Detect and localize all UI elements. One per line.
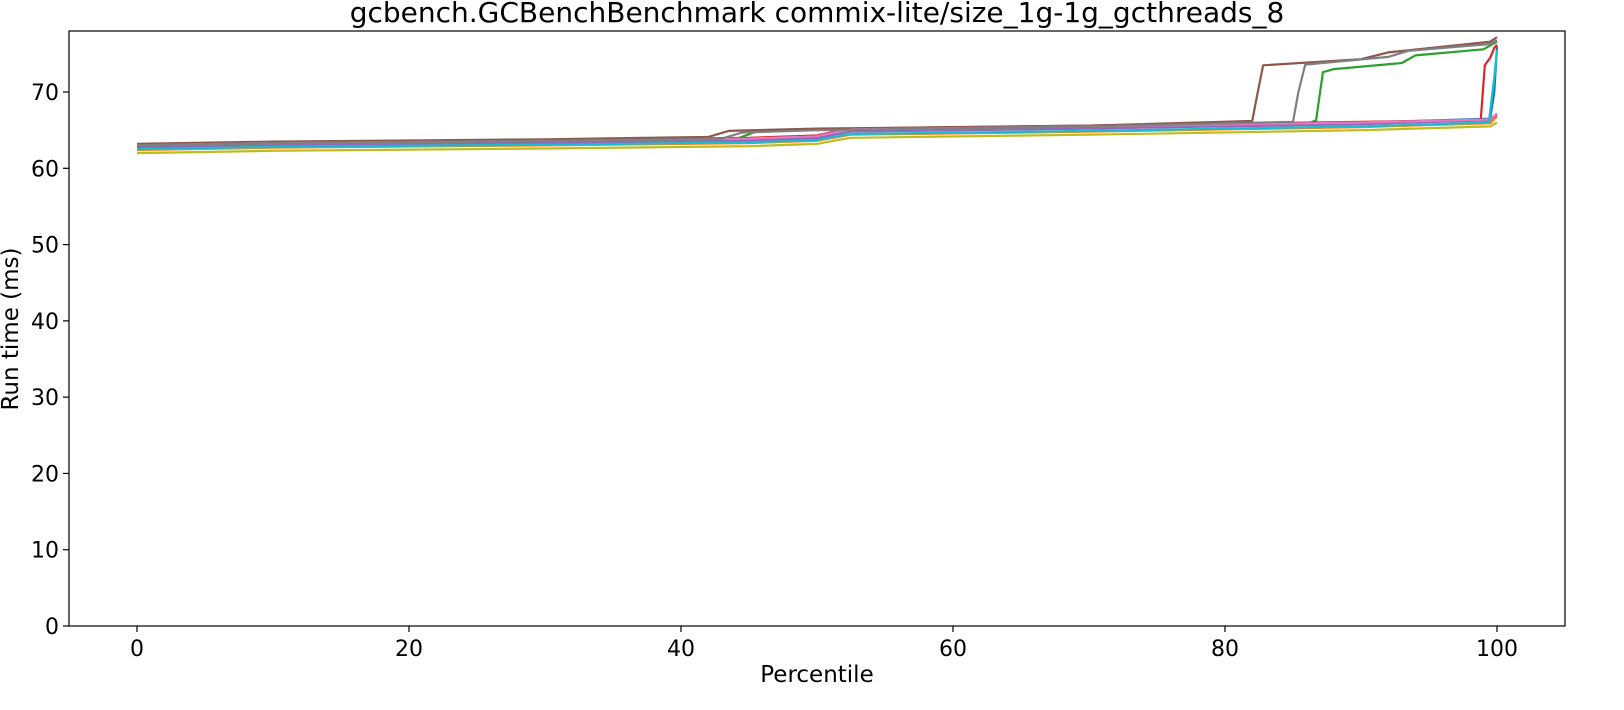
y-tick-label: 20 — [31, 462, 59, 487]
y-tick-label: 70 — [31, 81, 59, 106]
y-tick-label: 50 — [31, 234, 59, 259]
x-tick-label: 0 — [130, 637, 144, 662]
series-line-6 — [136, 36, 1498, 145]
y-tick-label: 60 — [31, 157, 59, 182]
x-axis-label: Percentile — [760, 662, 873, 688]
x-tick-label: 80 — [1211, 637, 1239, 662]
series-line-8 — [136, 39, 1498, 147]
series-line-9 — [136, 121, 1498, 155]
x-axis: 0 20 40 60 80 100 — [130, 626, 1518, 662]
plot-lines — [136, 36, 1499, 155]
y-axis-label: Run time (ms) — [0, 247, 24, 410]
y-tick-label: 30 — [31, 386, 59, 411]
chart-title: gcbench.GCBenchBenchmark commix-lite/siz… — [350, 0, 1285, 29]
x-tick-label: 100 — [1476, 637, 1518, 662]
y-tick-label: 0 — [45, 615, 59, 640]
plot-area — [68, 30, 1566, 627]
y-axis: 0 10 20 30 40 50 60 70 — [31, 81, 69, 640]
series-line-10 — [136, 49, 1499, 151]
x-tick-label: 40 — [667, 637, 695, 662]
y-tick-label: 10 — [31, 539, 59, 564]
x-tick-label: 20 — [395, 637, 423, 662]
x-tick-label: 60 — [939, 637, 967, 662]
y-tick-label: 40 — [31, 310, 59, 335]
series-line-5 — [136, 114, 1498, 149]
